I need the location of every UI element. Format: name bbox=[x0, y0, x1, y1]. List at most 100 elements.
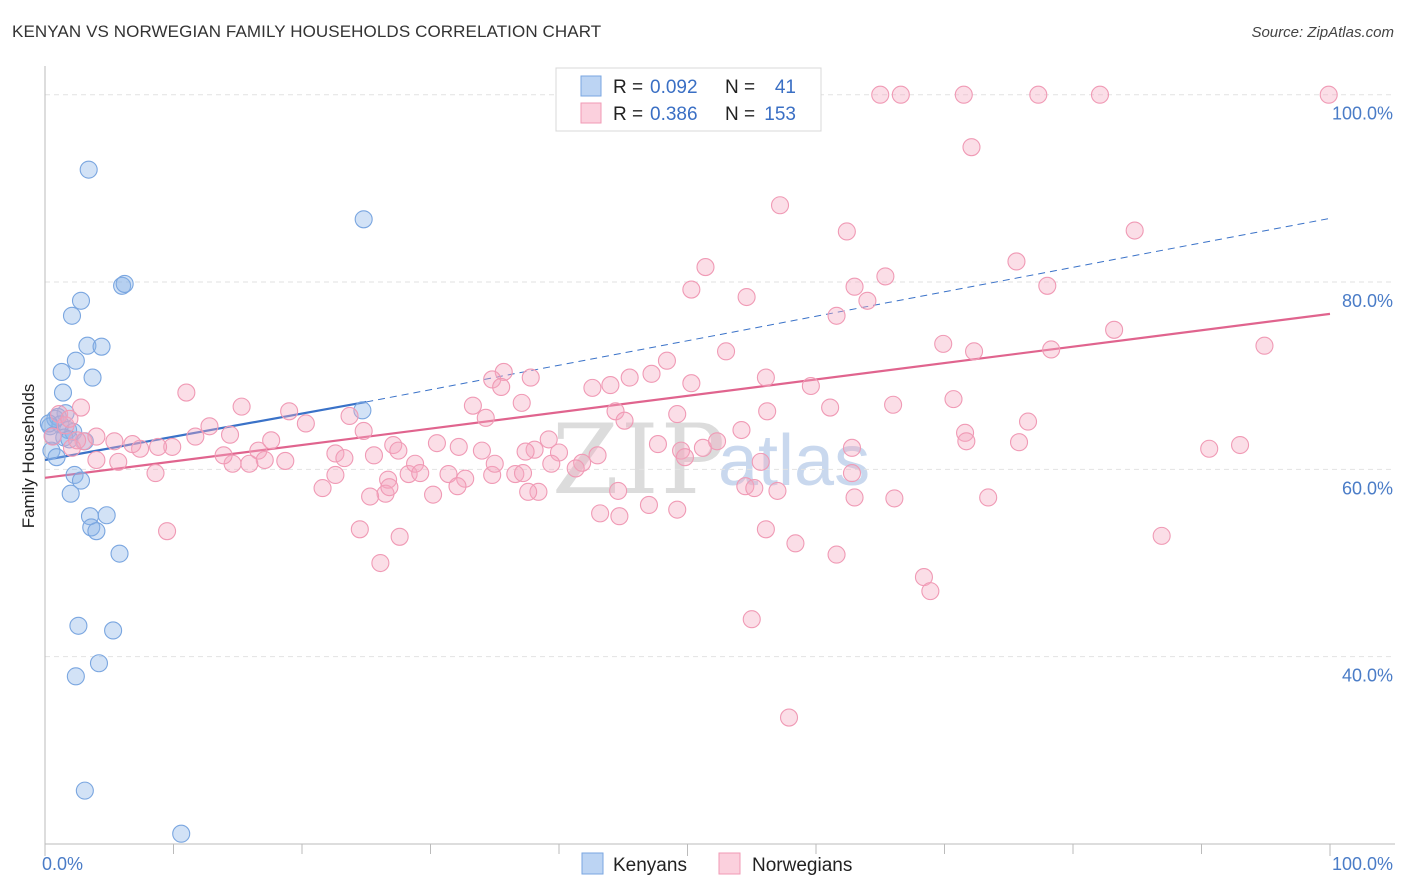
norwegian-point bbox=[591, 504, 610, 523]
x-tick-label-min: 0.0% bbox=[42, 854, 83, 874]
norwegian-point bbox=[262, 431, 281, 450]
bottom-legend: Kenyans Norwegians bbox=[581, 852, 852, 876]
kenyan-point bbox=[97, 506, 116, 525]
norwegian-point bbox=[449, 437, 468, 456]
norwegian-point bbox=[379, 470, 398, 489]
norwegian-point bbox=[525, 440, 544, 459]
norwegian-point bbox=[768, 481, 787, 500]
norwegian-point bbox=[521, 368, 540, 387]
norwegian-point bbox=[615, 411, 634, 430]
legend-n-label-norwegians: N = bbox=[725, 104, 755, 125]
norwegian-point bbox=[186, 427, 205, 446]
points bbox=[39, 85, 1338, 843]
norwegian-point bbox=[390, 527, 409, 546]
norwegian-point bbox=[742, 610, 761, 629]
norwegian-point bbox=[639, 495, 659, 515]
norwegian-point bbox=[87, 450, 106, 470]
norwegian-point bbox=[380, 478, 399, 497]
watermark-atlas: atlas bbox=[718, 421, 870, 501]
norwegian-point bbox=[371, 553, 390, 573]
norwegian-point bbox=[876, 267, 895, 286]
norwegian-point bbox=[957, 432, 976, 451]
norwegian-point bbox=[50, 405, 69, 424]
norwegian-point bbox=[642, 364, 661, 383]
norwegian-point bbox=[601, 376, 620, 395]
norwegian-point bbox=[177, 383, 196, 402]
norwegian-point bbox=[620, 368, 639, 387]
norwegian-point bbox=[146, 464, 165, 483]
watermark-zip: ZIP bbox=[552, 404, 727, 516]
kenyan-point bbox=[104, 621, 123, 640]
norwegian-point bbox=[1038, 276, 1057, 295]
norwegian-point bbox=[786, 534, 805, 553]
norwegian-point bbox=[779, 708, 799, 727]
norwegian-point bbox=[609, 481, 628, 500]
kenyan-point bbox=[115, 274, 134, 293]
norwegian-point bbox=[539, 430, 558, 449]
x-tick-label-max: 100.0% bbox=[1332, 854, 1393, 874]
norwegian-point bbox=[668, 500, 687, 519]
norwegian-point bbox=[657, 351, 676, 370]
norwegian-point bbox=[384, 435, 403, 455]
norwegian-point bbox=[529, 482, 548, 501]
norwegian-point bbox=[979, 488, 998, 507]
norwegian-point bbox=[821, 398, 840, 417]
norwegian-point bbox=[827, 306, 846, 325]
norwegian-point bbox=[158, 522, 177, 541]
axes: 40.0% 60.0% 80.0% 100.0% 0.0% 100.0% bbox=[42, 66, 1395, 874]
norwegian-point bbox=[737, 287, 756, 307]
norwegian-point bbox=[675, 448, 694, 467]
norwegian-point bbox=[60, 409, 79, 428]
norwegian-point bbox=[885, 489, 904, 508]
norwegian-point bbox=[326, 465, 345, 485]
norwegian-point bbox=[934, 334, 953, 353]
norwegian-point bbox=[255, 450, 274, 470]
norwegian-point bbox=[648, 435, 667, 454]
norwegian-point bbox=[583, 378, 602, 397]
norwegian-point bbox=[1125, 221, 1144, 240]
norwegian-point bbox=[296, 414, 315, 433]
norwegian-point bbox=[845, 277, 864, 296]
legend-n-label-kenyans: N = bbox=[725, 77, 755, 98]
norwegian-point bbox=[1018, 412, 1038, 431]
y-tick-label: 100.0% bbox=[1332, 104, 1393, 124]
norwegian-point bbox=[751, 452, 770, 471]
norwegian-point bbox=[506, 464, 525, 484]
norwegian-point bbox=[732, 420, 751, 440]
norwegian-point bbox=[485, 454, 504, 473]
legend-r-label-kenyans: R = bbox=[613, 77, 643, 98]
norwegian-point bbox=[1231, 435, 1250, 455]
legend-r-value-kenyans: 0.092 bbox=[650, 77, 698, 98]
norwegian-point bbox=[837, 222, 856, 241]
norwegian-point bbox=[827, 545, 846, 564]
norwegian-point bbox=[801, 376, 820, 396]
norwegian-point bbox=[708, 432, 727, 451]
kenyan-point bbox=[113, 276, 132, 295]
norwegian-point bbox=[954, 85, 973, 104]
norwegian-point bbox=[858, 291, 877, 310]
legend-n-value-norwegians: 153 bbox=[764, 104, 796, 125]
norwegian-point bbox=[109, 452, 128, 471]
kenyan-point bbox=[75, 781, 94, 800]
norwegian-point bbox=[232, 397, 251, 416]
norwegian-point bbox=[884, 395, 903, 414]
chart-title: KENYAN VS NORWEGIAN FAMILY HOUSEHOLDS CO… bbox=[12, 22, 602, 41]
norwegian-point bbox=[326, 444, 345, 463]
norwegian-point bbox=[456, 469, 475, 488]
kenyan-point bbox=[110, 544, 129, 563]
norwegian-point bbox=[68, 431, 87, 450]
legend-r-value-norwegians: 0.386 bbox=[650, 104, 698, 125]
norwegian-point bbox=[280, 402, 299, 421]
norwegian-point bbox=[1009, 433, 1029, 452]
norwegian-point bbox=[944, 390, 963, 409]
norwegian-point bbox=[1029, 85, 1048, 104]
norwegian-point bbox=[566, 459, 585, 478]
legend-r-label-norwegians: R = bbox=[613, 104, 643, 125]
norwegian-point bbox=[682, 374, 701, 393]
kenyan-point bbox=[172, 824, 191, 843]
norwegian-point bbox=[439, 464, 458, 484]
y-axis-label: Family Households bbox=[19, 384, 38, 529]
kenyan-point bbox=[62, 306, 82, 325]
norwegian-point bbox=[483, 370, 502, 389]
legend-swatch-norwegians bbox=[580, 102, 602, 124]
